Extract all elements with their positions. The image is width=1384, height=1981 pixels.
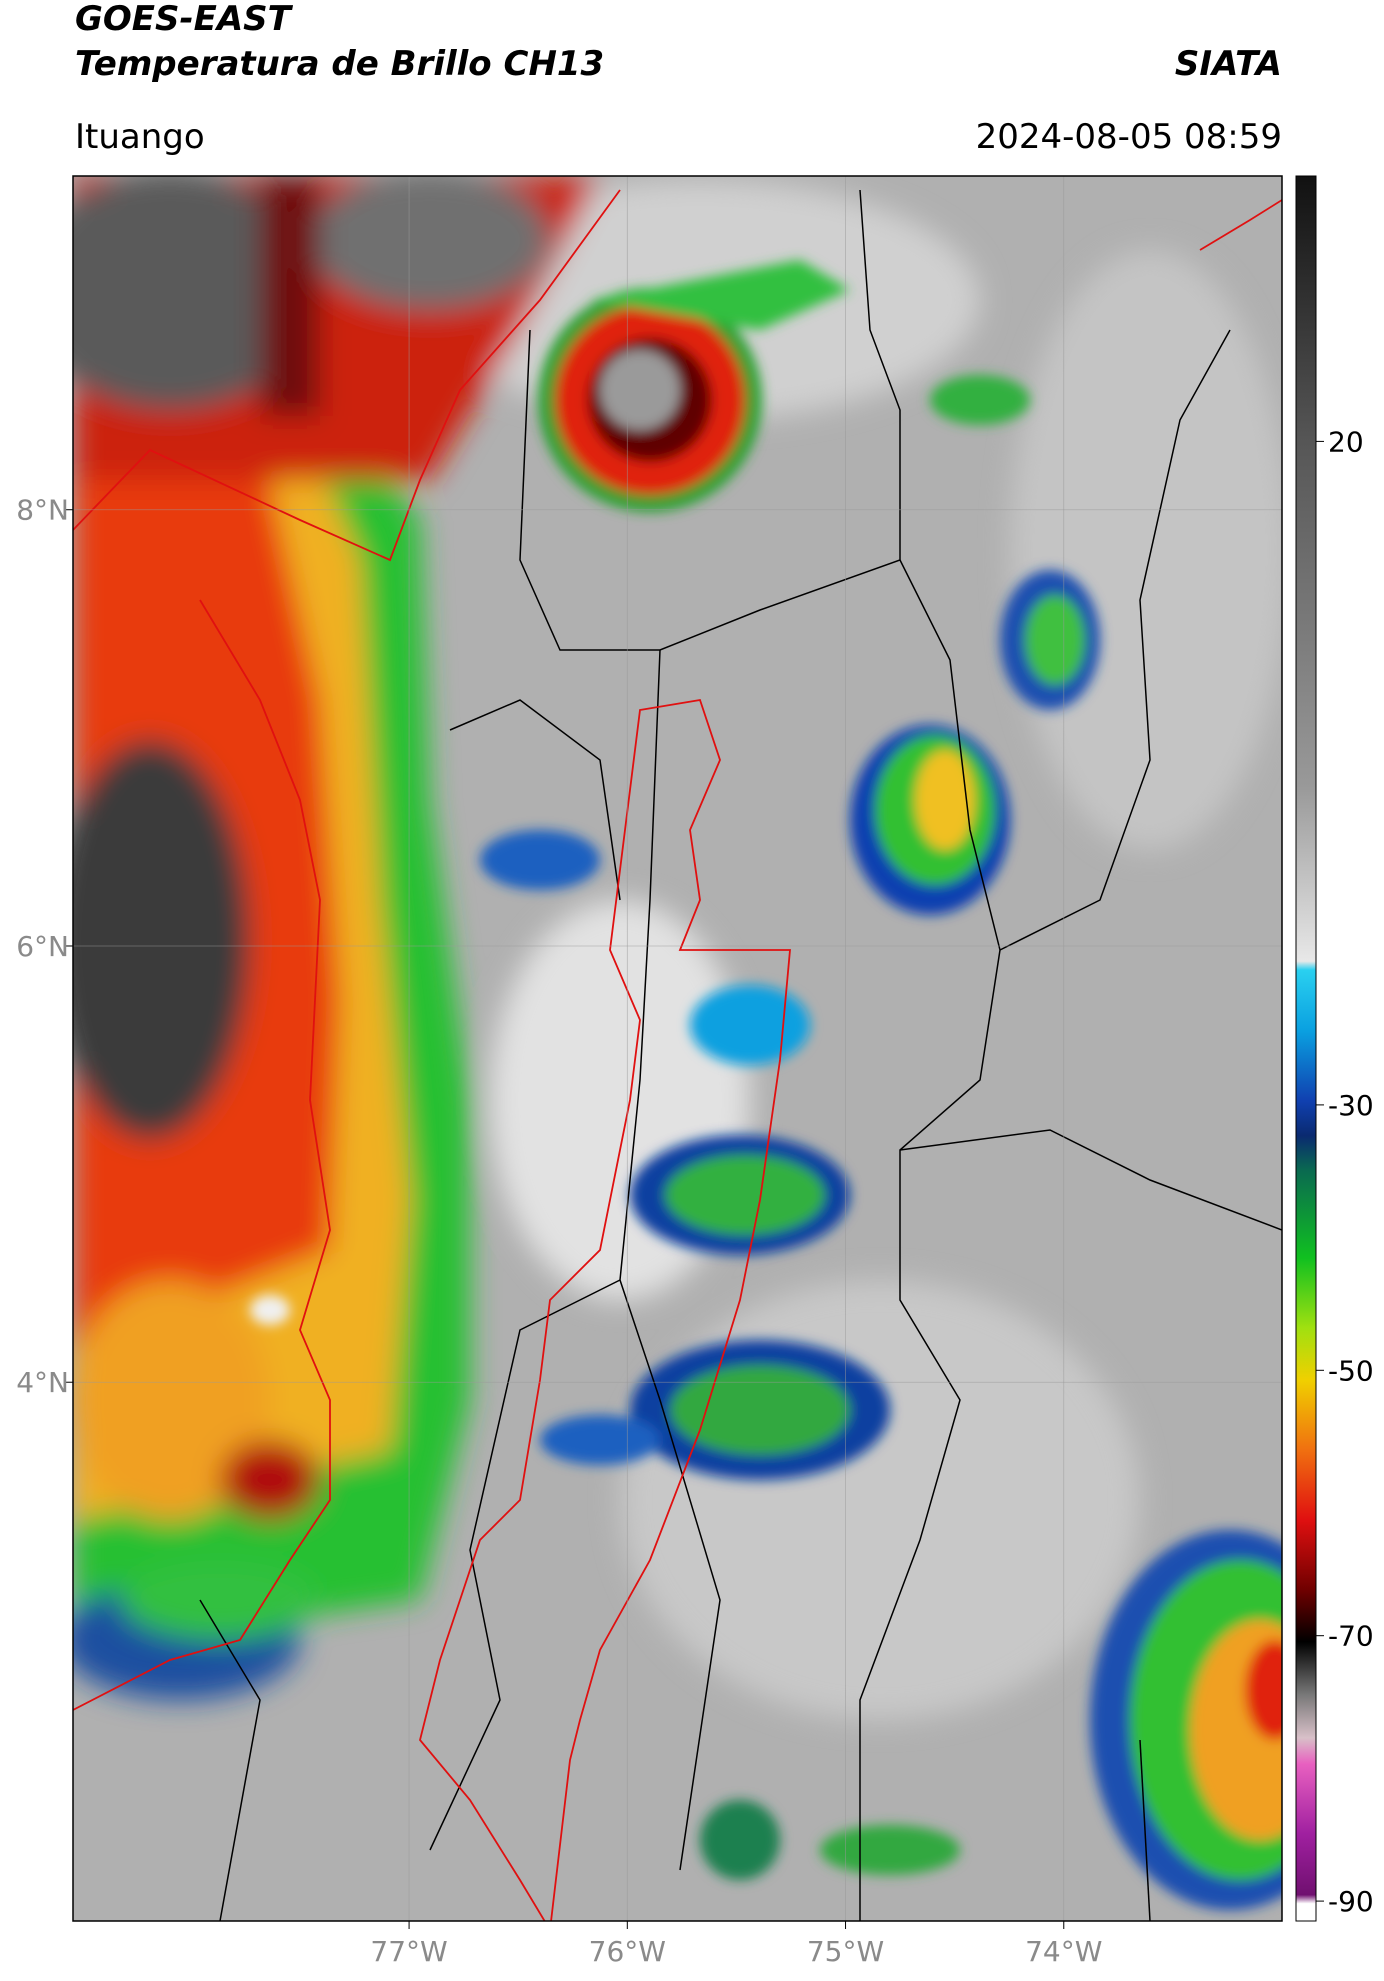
graticule: 77°W 76°W 75°W 74°W 8°N 6°N 4°N — [16, 176, 1282, 1968]
colorbar-tick-label: -90 — [1328, 1885, 1374, 1918]
colorbar-tick-label: -50 — [1328, 1354, 1374, 1387]
y-tick-label: 4°N — [16, 1366, 69, 1399]
y-tick-label: 8°N — [16, 494, 69, 527]
y-tick-label: 6°N — [16, 930, 69, 963]
title: GOES-EAST — [75, 0, 294, 39]
satellite-image — [73, 176, 1282, 1921]
subtitle: Temperatura de Brillo CH13 — [75, 44, 604, 84]
colorbar-tick-label: -30 — [1328, 1089, 1374, 1122]
x-tick-label: 75°W — [807, 1935, 884, 1968]
x-tick-label: 74°W — [1025, 1935, 1102, 1968]
colorbar-tick-label: 20 — [1328, 425, 1364, 458]
map-frame — [72, 175, 1283, 1922]
location: Ituango — [75, 117, 205, 157]
agency: SIATA — [1175, 44, 1282, 84]
x-tick-label: 77°W — [370, 1935, 447, 1968]
colorbar — [1295, 175, 1317, 1922]
colorbar-tick-label: -70 — [1328, 1620, 1374, 1653]
x-tick-label: 76°W — [589, 1935, 666, 1968]
colorbar-ticks: 20 -30 -50 -70 -90 — [1316, 425, 1374, 1918]
timestamp: 2024-08-05 08:59 — [976, 117, 1282, 157]
